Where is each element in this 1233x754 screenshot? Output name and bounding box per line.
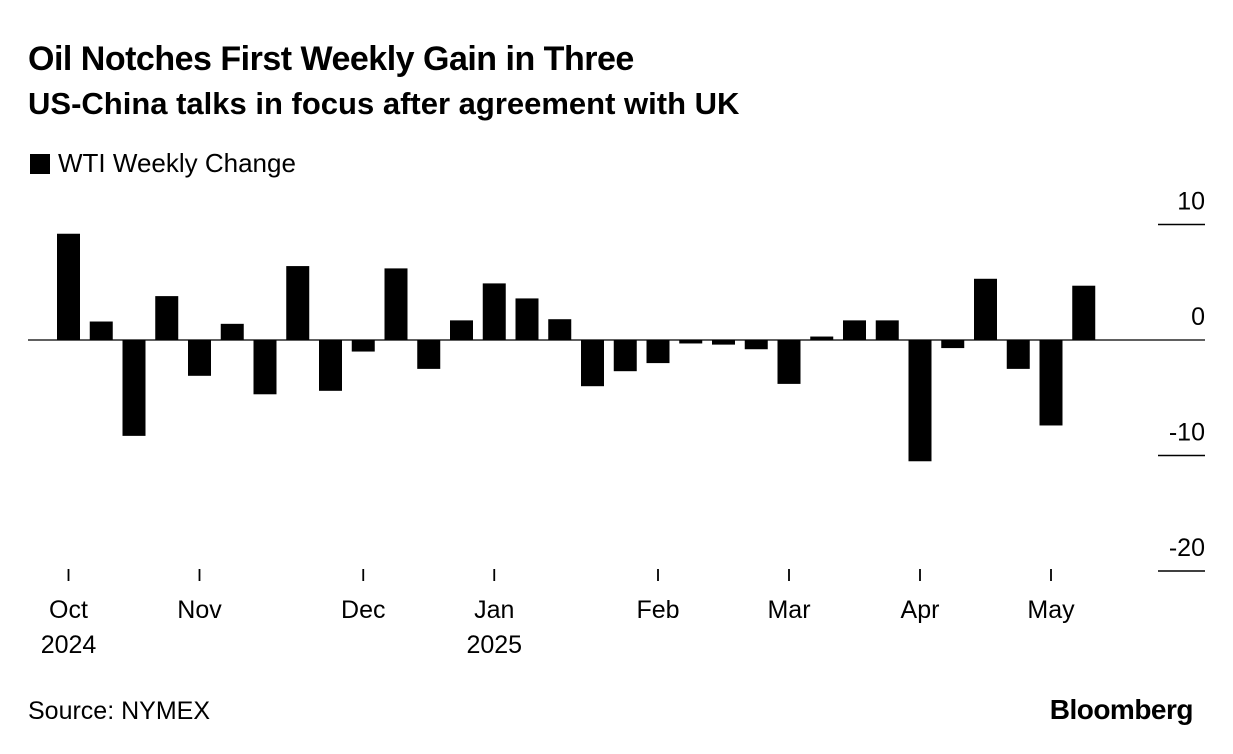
bar-13 bbox=[482, 283, 506, 340]
x-tick-label-nov: Nov bbox=[177, 596, 222, 624]
bar-3 bbox=[155, 296, 179, 340]
bar-8 bbox=[319, 340, 342, 391]
bar-22 bbox=[777, 340, 801, 384]
x-tick-label-feb: Feb bbox=[636, 596, 679, 624]
y-tick-label-0: 0 bbox=[1191, 303, 1205, 331]
legend: WTI Weekly Change bbox=[30, 148, 296, 179]
bar-21 bbox=[744, 340, 768, 350]
chart-subtitle: US-China talks in focus after agreement … bbox=[28, 86, 740, 121]
x-tick-label-oct: Oct bbox=[49, 596, 88, 624]
bar-16 bbox=[581, 340, 604, 387]
x-tick-label-dec: Dec bbox=[341, 596, 385, 624]
bar-chart: 10 0 -10 -20 Oct 2024 Nov Dec Jan 2025 Feb Mar Apr Ma… bbox=[28, 188, 1205, 659]
bar-0 bbox=[57, 233, 80, 340]
bar-28 bbox=[974, 278, 997, 340]
bar-2 bbox=[122, 340, 146, 436]
x-tick-sublabel-2024: 2024 bbox=[41, 631, 97, 659]
bar-29 bbox=[1006, 340, 1030, 369]
x-tick-label-may: May bbox=[1027, 596, 1075, 624]
bar-6 bbox=[253, 340, 277, 395]
bar-9 bbox=[351, 340, 375, 352]
bloomberg-logo: Bloomberg bbox=[1049, 694, 1194, 725]
x-tick-label-mar: Mar bbox=[767, 596, 810, 624]
legend-label: WTI Weekly Change bbox=[58, 148, 296, 178]
bar-27 bbox=[941, 340, 965, 349]
y-tick-label-10: 10 bbox=[1177, 188, 1205, 216]
bar-18 bbox=[646, 340, 670, 364]
bar-25 bbox=[875, 320, 899, 340]
legend-swatch bbox=[30, 153, 50, 174]
bar-12 bbox=[450, 320, 473, 340]
bar-24 bbox=[843, 320, 866, 340]
y-tick-label--20: -20 bbox=[1169, 534, 1205, 562]
bar-20 bbox=[712, 340, 735, 345]
chart-title: Oil Notches First Weekly Gain in Three bbox=[28, 40, 634, 78]
bar-15 bbox=[548, 319, 572, 340]
bar-1 bbox=[89, 321, 113, 340]
bar-31 bbox=[1072, 285, 1096, 340]
bar-26 bbox=[908, 340, 932, 462]
bar-10 bbox=[384, 268, 408, 340]
bar-14 bbox=[515, 298, 539, 340]
source-note: Source: NYMEX bbox=[28, 697, 211, 725]
bar-23 bbox=[810, 336, 834, 340]
x-tick-label-jan: Jan bbox=[474, 596, 514, 624]
bar-11 bbox=[417, 340, 441, 369]
bar-17 bbox=[613, 340, 637, 372]
bar-19 bbox=[679, 340, 703, 344]
y-tick-label--10: -10 bbox=[1169, 419, 1205, 447]
bar-5 bbox=[220, 323, 244, 340]
bar-30 bbox=[1039, 340, 1063, 426]
bar-4 bbox=[188, 340, 211, 376]
x-tick-label-apr: Apr bbox=[901, 596, 940, 624]
x-tick-sublabel-2025: 2025 bbox=[466, 631, 522, 659]
bar-7 bbox=[286, 266, 310, 340]
